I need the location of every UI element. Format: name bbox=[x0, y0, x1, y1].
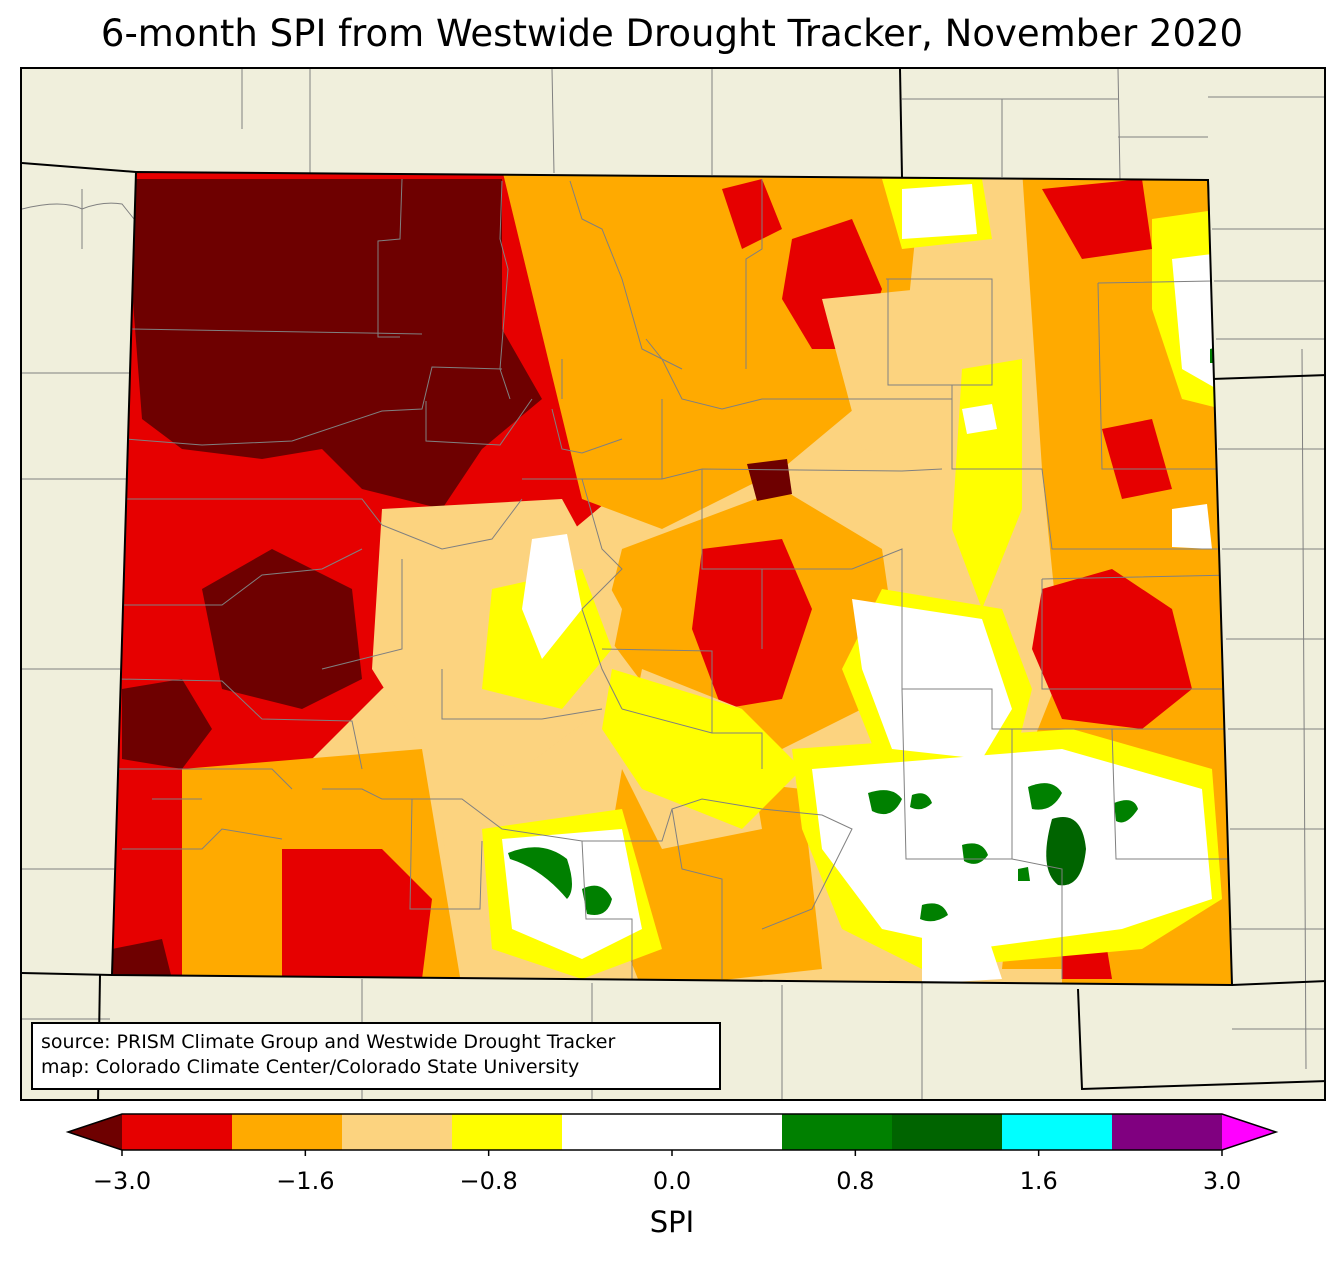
colorbar-segments bbox=[68, 1114, 1276, 1150]
colorbar-segment bbox=[1112, 1114, 1223, 1150]
colorbar-extend-low bbox=[68, 1114, 122, 1150]
colorbar-tick-label: 0.8 bbox=[836, 1167, 875, 1195]
map-svg bbox=[22, 69, 1324, 1099]
colorbar-segment bbox=[122, 1114, 233, 1150]
colorbar-segment bbox=[892, 1114, 1003, 1150]
colorbar-tick-label: −1.6 bbox=[276, 1167, 335, 1195]
colorbar-ticks bbox=[121, 1150, 1223, 1156]
colorbar-segment bbox=[342, 1114, 453, 1150]
colorado-border bbox=[110, 170, 1234, 987]
credit-box: source: PRISM Climate Group and Westwide… bbox=[31, 1022, 721, 1090]
colorbar-segment bbox=[562, 1114, 673, 1150]
colorbar-segment bbox=[782, 1114, 893, 1150]
colorbar-tick-label: 3.0 bbox=[1202, 1167, 1242, 1195]
colorbar-tick-label: −3.0 bbox=[92, 1167, 152, 1195]
colorbar-label: SPI bbox=[649, 1205, 695, 1239]
colorbar bbox=[65, 1113, 1279, 1156]
colorbar-segment bbox=[232, 1114, 343, 1150]
map-title: 6-month SPI from Westwide Drought Tracke… bbox=[100, 12, 1244, 55]
county-lines bbox=[117, 178, 1232, 979]
credit-map: map: Colorado Climate Center/Colorado St… bbox=[41, 1056, 580, 1078]
colorbar-segment bbox=[1002, 1114, 1113, 1150]
spi-field bbox=[112, 172, 1232, 985]
colorbar-extend-high bbox=[1222, 1114, 1276, 1150]
colorbar-tick-label: −0.8 bbox=[459, 1167, 518, 1195]
credit-source: source: PRISM Climate Group and Westwide… bbox=[41, 1031, 616, 1053]
colorbar-tick-label: 1.6 bbox=[1019, 1167, 1058, 1195]
colorbar-segment bbox=[452, 1114, 563, 1150]
map-panel bbox=[20, 67, 1326, 1101]
colorbar-segment bbox=[672, 1114, 783, 1150]
colorbar-tick-label: 0.0 bbox=[652, 1167, 692, 1195]
